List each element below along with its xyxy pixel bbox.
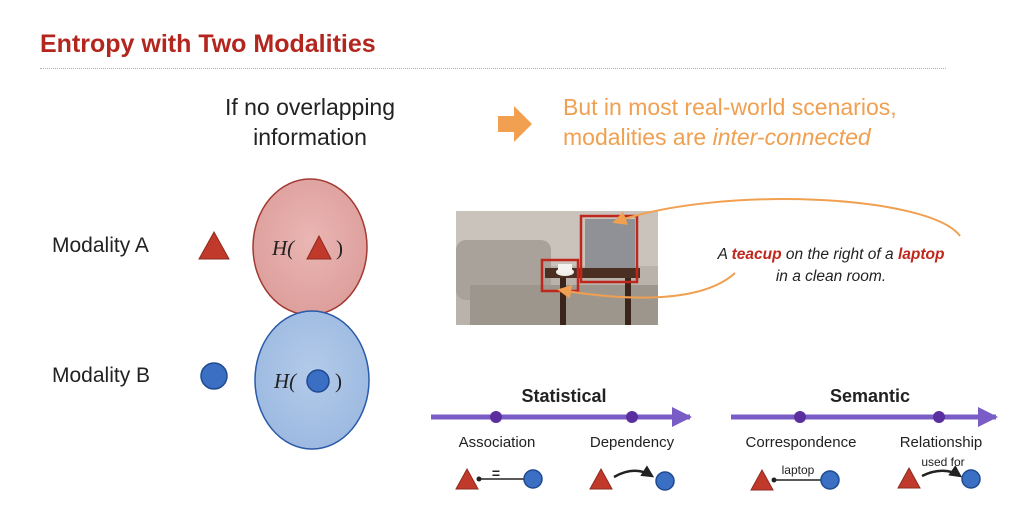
correspondence-label: Correspondence bbox=[746, 434, 857, 451]
association-diagram: = bbox=[455, 465, 543, 490]
slide-title: Entropy with Two Modalities bbox=[40, 30, 376, 58]
caption-part2: on the right of a bbox=[781, 246, 898, 263]
no-overlap-heading: If no overlapping information bbox=[195, 92, 425, 152]
right-arrow-icon bbox=[498, 106, 532, 142]
entropy-a-ellipse bbox=[252, 178, 368, 316]
correspondence-circle-icon bbox=[820, 470, 840, 490]
semantic-title: Semantic bbox=[830, 386, 910, 406]
dependency-diagram bbox=[589, 465, 675, 491]
real-world-line2-prefix: modalities are bbox=[563, 124, 713, 150]
no-overlap-line2: information bbox=[253, 124, 367, 150]
relationship-circle-icon bbox=[961, 469, 981, 489]
real-world-heading: But in most real-world scenarios, modali… bbox=[563, 92, 897, 152]
statistical-axis-dot-2 bbox=[626, 411, 638, 423]
entropy-b-suffix: ) bbox=[335, 369, 342, 393]
relationship-label: Relationship bbox=[900, 434, 983, 451]
caption-laptop: laptop bbox=[897, 246, 945, 263]
relationship-triangle-icon bbox=[897, 466, 921, 489]
teacup-link-arrow bbox=[557, 272, 736, 299]
entropy-a-triangle-icon bbox=[306, 234, 332, 260]
association-triangle-icon bbox=[455, 467, 479, 490]
dependency-triangle-icon bbox=[589, 467, 613, 490]
caption-teacup: teacup bbox=[731, 246, 782, 263]
entropy-a-suffix: ) bbox=[336, 236, 343, 260]
statistical-title: Statistical bbox=[521, 386, 606, 406]
modality-a-triangle-icon bbox=[198, 230, 230, 260]
association-equals: = bbox=[492, 465, 500, 481]
correspondence-triangle-icon bbox=[750, 468, 774, 491]
real-world-line2-emphasis: inter-connected bbox=[712, 124, 871, 150]
modality-a-label: Modality A bbox=[52, 234, 149, 257]
entropy-b-prefix: H( bbox=[273, 369, 298, 393]
semantic-axis-dot-1 bbox=[794, 411, 806, 423]
image-caption: A teacup on the right of a laptop in a c… bbox=[676, 244, 986, 288]
caption-line1: A teacup on the right of a laptop bbox=[676, 244, 986, 266]
caption-line2: in a clean room. bbox=[775, 268, 887, 285]
entropy-b-circle-icon bbox=[306, 369, 330, 393]
real-world-line2: modalities are inter-connected bbox=[563, 122, 897, 152]
caption-part1: A bbox=[717, 246, 732, 263]
living-room-photo bbox=[456, 211, 658, 325]
correspondence-laptop-label: laptop bbox=[782, 463, 815, 477]
semantic-axis-dot-2 bbox=[933, 411, 945, 423]
modality-b-circle-icon bbox=[200, 362, 228, 390]
relationship-diagram: used for bbox=[897, 455, 981, 489]
entropy-a-prefix: H( bbox=[271, 236, 296, 260]
statistical-axis-dot-1 bbox=[490, 411, 502, 423]
correspondence-diagram: laptop bbox=[750, 463, 840, 491]
dependency-circle-icon bbox=[655, 471, 675, 491]
laptop-link-arrow bbox=[612, 198, 961, 237]
no-overlap-line1: If no overlapping bbox=[224, 94, 396, 120]
laptop-bounding-box bbox=[579, 214, 639, 284]
real-world-line1: But in most real-world scenarios, bbox=[563, 94, 897, 120]
association-circle-icon bbox=[523, 469, 543, 489]
dependency-label: Dependency bbox=[590, 434, 675, 451]
title-divider bbox=[40, 68, 946, 69]
modality-b-label: Modality B bbox=[52, 364, 151, 387]
relationship-used-for-label: used for bbox=[921, 455, 964, 469]
association-label: Association bbox=[459, 434, 536, 451]
